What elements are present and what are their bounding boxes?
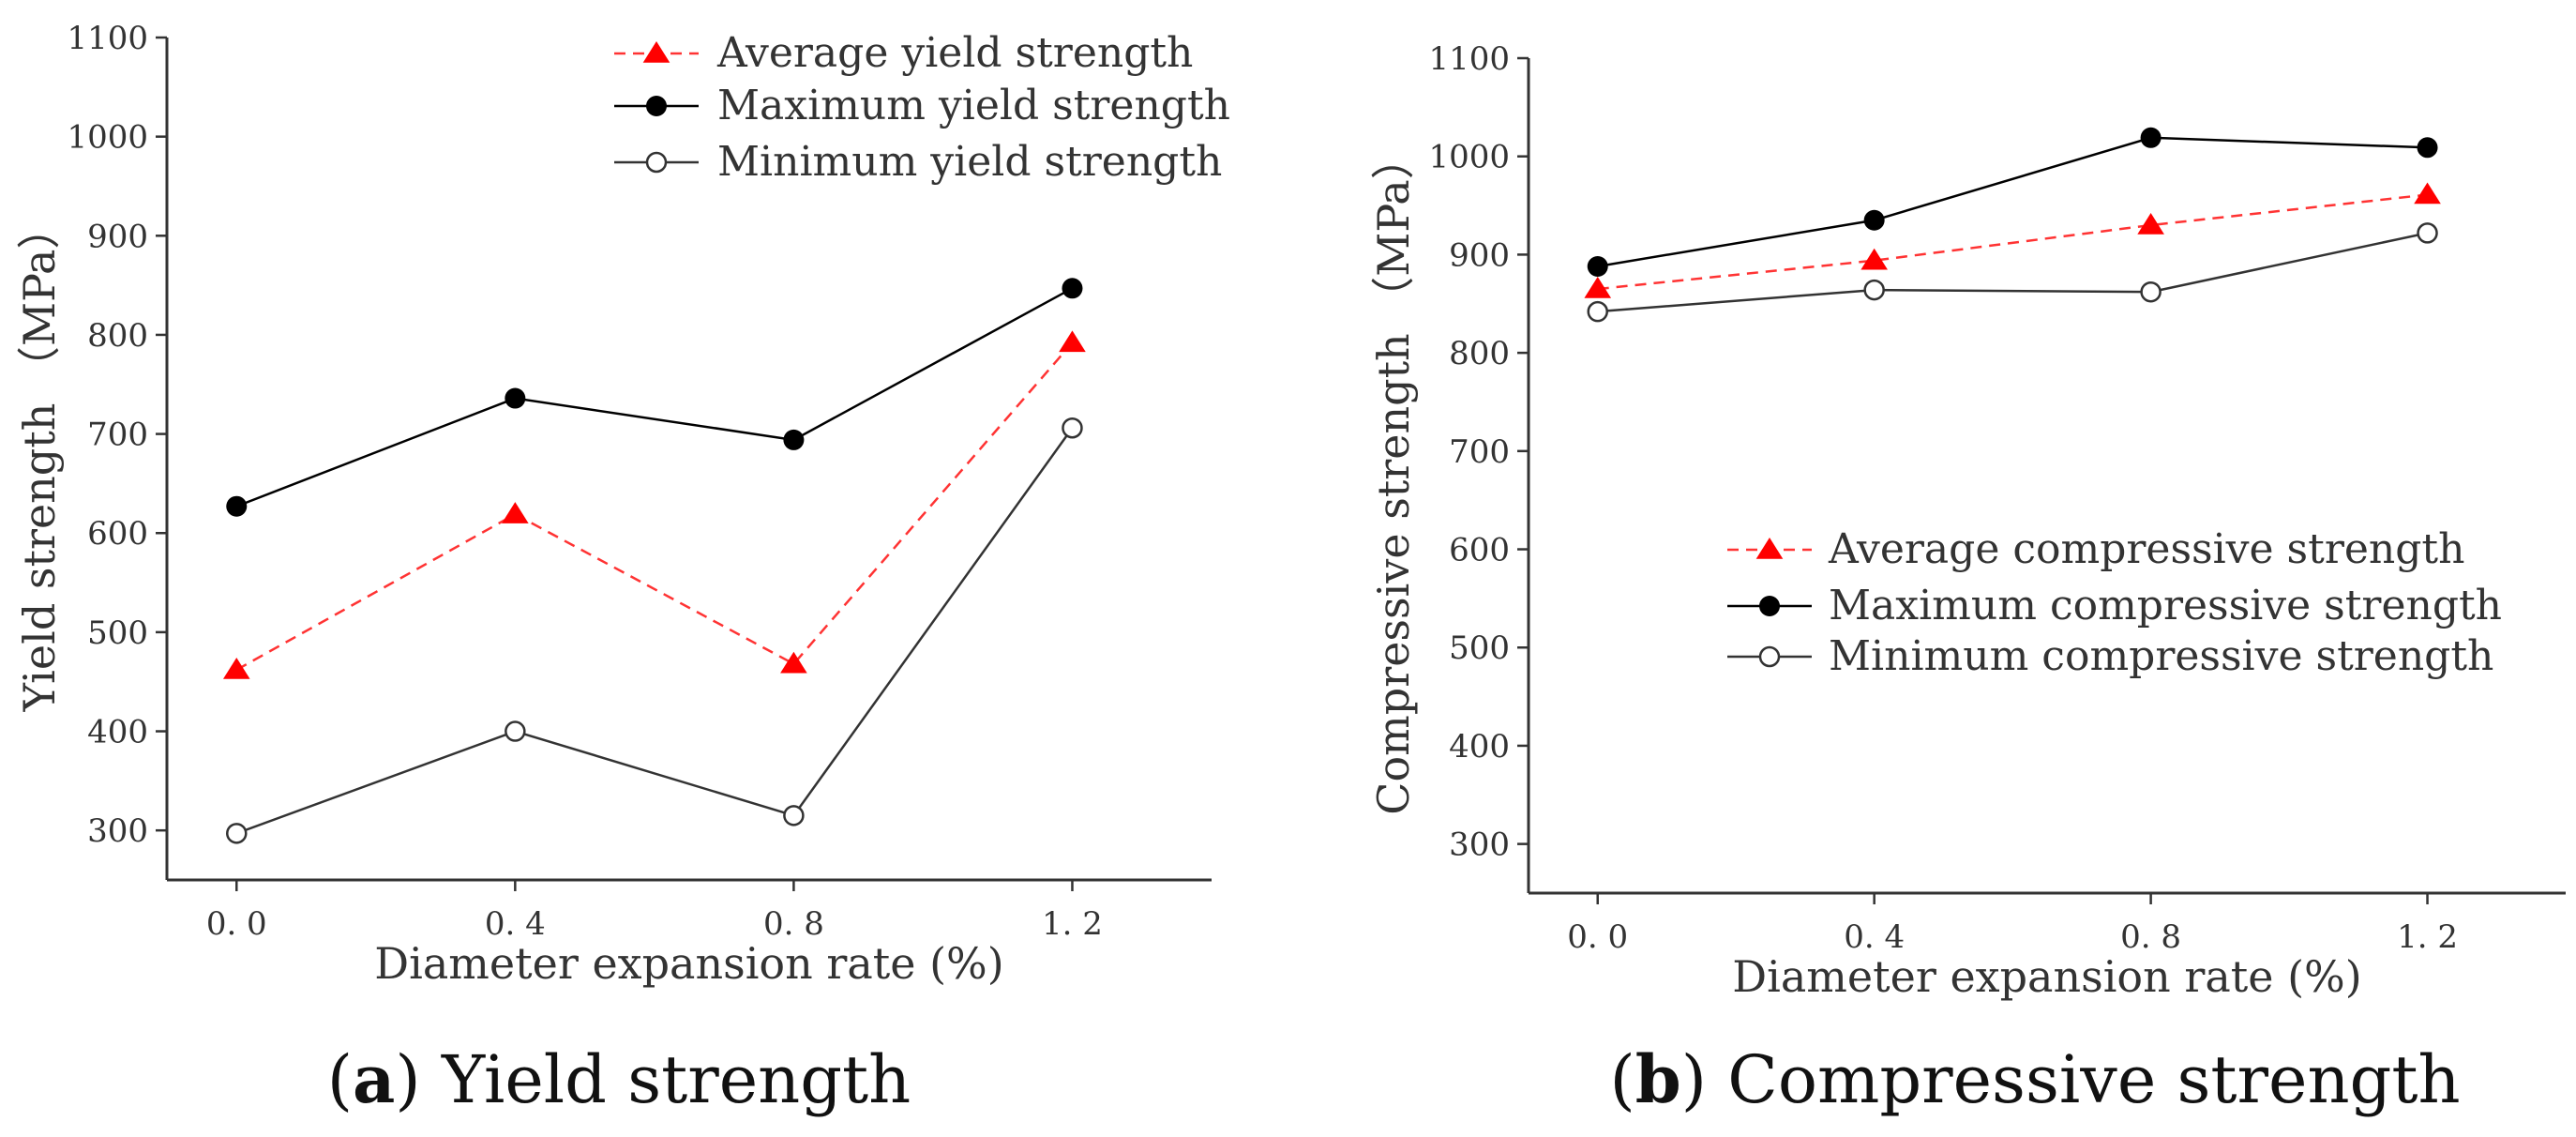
chart-a-data-point [783,805,805,826]
chart-a-y-tick-label: 300 [87,812,148,850]
chart-b-data-point [1860,248,1888,270]
chart-b-caption-letter: b [1635,1040,1681,1118]
chart-a-y-tick-label: 400 [87,714,148,751]
chart-b-y-tick-label: 600 [1449,532,1510,569]
chart-b-series-line-1 [1597,136,2428,268]
chart-b-data-point [1863,209,1885,231]
chart-b-legend-label: Minimum compressive strength [1829,632,2493,680]
chart-b-data-point [2140,127,2162,148]
chart-a-y-tick-label: 600 [87,515,148,553]
chart-b-y-axis-label: Compressive strength （MPa） [1368,136,1419,814]
chart-b-data-point [1584,277,1612,298]
chart-a-x-tick-label: 1. 2 [1042,905,1103,943]
chart-a-series-line-0 [235,341,1074,672]
chart-b-legend-label: Maximum compressive strength [1829,582,2502,629]
chart-b-data-point [2417,222,2438,244]
chart-a-legend-label: Minimum yield strength [717,138,1222,186]
chart-b-legend-marker [1758,645,1781,668]
chart-a-x-tick-label: 0. 0 [206,905,267,943]
chart-b-y-tick-label: 400 [1449,728,1510,766]
chart-b-legend-marker [1755,538,1784,559]
chart-b-y-tick-label: 500 [1449,629,1510,667]
chart-a-data-point [1062,417,1083,439]
chart-a-data-point [502,502,529,523]
chart-a-x-tick-label: 0. 8 [763,905,824,943]
chart-a-x-axis-label: Diameter expansion rate (%) [374,938,1003,989]
chart-b-data-point [2140,280,2162,303]
chart-a-y-tick-label: 900 [87,218,148,255]
chart-a-data-point [505,720,526,742]
chart-a-data-point [1059,330,1086,353]
chart-b-x-axis-label: Diameter expansion rate (%) [1732,951,2361,1002]
chart-a-data-point [226,495,248,517]
chart-a-data-point [222,658,250,679]
chart-a-y-tick-label: 700 [87,417,148,454]
chart-b-data-point [2417,137,2438,159]
chart-b-data-point [1863,279,1885,301]
chart-b-data-point [2414,182,2441,205]
chart-b-x-tick-label: 1. 2 [2397,918,2458,956]
chart-b-compressive-strength: 300 400 500 600 700 800 900 1000 1100 0. 0 0. 4 0. … [1368,40,2566,1118]
chart-b-x-tick-label: 0. 0 [1567,918,1628,956]
chart-b-y-tick-label: 900 [1449,236,1510,274]
chart-b-y-tick-label: 800 [1449,335,1510,372]
chart-a-legend-label: Average yield strength [716,29,1193,77]
chart-b-series-line-0 [1597,193,2428,291]
chart-a-legend-marker [645,151,668,174]
chart-b-y-tick-label: 300 [1449,826,1510,864]
chart-a-x-tick-label: 0. 4 [485,905,546,943]
chart-a-y-tick-label: 1000 [67,119,148,157]
chart-a-y-tick-label: 500 [87,614,148,652]
chart-a-data-point [505,387,526,409]
chart-b-legend-label: Average compressive strength [1828,525,2464,573]
chart-a-series-line-1 [235,287,1074,508]
chart-b-legend-marker [1759,596,1780,616]
chart-b-data-point [1587,255,1608,277]
chart-b-x-tick-label: 0. 4 [1844,918,1905,956]
chart-a-data-point [780,651,807,674]
chart-a-yield-strength: 300 400 500 600 700 800 900 1000 1100 0. 0 0. 4 0. … [14,20,1230,1118]
chart-a-data-point [226,823,248,844]
chart-a-legend-label: Maximum yield strength [717,82,1230,129]
chart-b-series-line-2 [1597,232,2428,313]
chart-b-caption: (b) Compressive strength [1609,1040,2460,1118]
chart-a-data-point [783,429,805,450]
chart-b-y-tick-label: 700 [1449,433,1510,471]
chart-b-data-point [2137,213,2164,235]
chart-a-series-line-2 [235,427,1074,835]
chart-a-legend-marker [642,41,670,63]
chart-a-data-point [1062,278,1083,299]
chart-a-y-tick-label: 800 [87,317,148,355]
chart-a-legend-marker [646,96,667,116]
chart-a-caption-letter: a [353,1040,395,1118]
chart-b-x-tick-label: 0. 8 [2120,918,2181,956]
chart-b-y-tick-label: 1000 [1428,139,1510,176]
chart-b-data-point [1587,300,1608,323]
chart-a-y-tick-label: 1100 [67,20,148,57]
chart-a-caption: (a) Yield strength [327,1040,911,1118]
chart-a-y-axis-label: Yield strength （MPa） [14,206,65,713]
chart-b-y-tick-label: 1100 [1428,40,1510,78]
